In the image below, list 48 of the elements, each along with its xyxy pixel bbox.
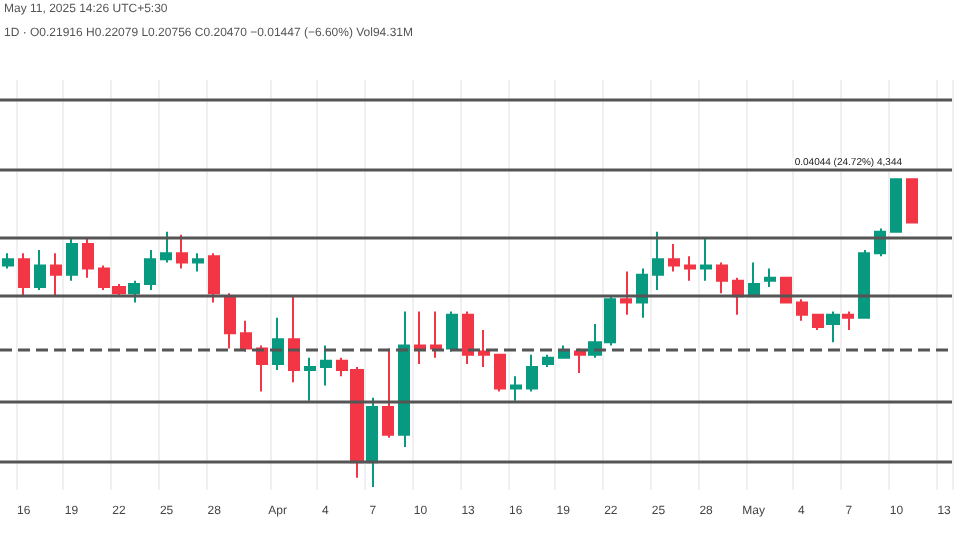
- candlestick: [366, 396, 378, 488]
- candlestick: [50, 252, 62, 298]
- candlestick: [510, 375, 522, 402]
- candlestick: [446, 310, 458, 353]
- candlestick: [414, 310, 426, 365]
- candlestick: [34, 249, 46, 292]
- candlestick: [906, 178, 918, 224]
- candlestick: [620, 270, 632, 316]
- candlestick: [542, 353, 554, 368]
- candlestick: [192, 252, 204, 273]
- candlestick: [208, 252, 220, 304]
- candlestick: [716, 261, 728, 295]
- candlestick: [398, 310, 410, 448]
- candlestick: [732, 276, 744, 316]
- candlestick: [636, 267, 648, 319]
- candlestick: [256, 344, 268, 393]
- candlestick: [128, 279, 140, 304]
- candlestick: [430, 310, 442, 359]
- candlestick: [160, 230, 172, 264]
- candlestick: [272, 316, 284, 372]
- candlestick: [826, 310, 840, 344]
- candlestick: [684, 255, 696, 282]
- candlestick: [700, 236, 712, 282]
- candlestick: [2, 252, 14, 270]
- candlestick: [748, 261, 760, 298]
- candlestick: [320, 344, 332, 387]
- candlestick: [144, 249, 156, 292]
- candlestick: [18, 252, 30, 298]
- candlestick: [304, 356, 316, 402]
- candlestick: [494, 353, 506, 393]
- candlestick: [240, 319, 252, 353]
- candlestick: [812, 313, 824, 332]
- candlestick: [82, 236, 94, 279]
- candlestick: [526, 353, 538, 393]
- candlestick: [796, 298, 808, 322]
- candlestick: [858, 249, 870, 319]
- candlestick: [176, 233, 188, 270]
- candlestick: [890, 178, 902, 233]
- candlestick: [382, 347, 394, 439]
- candlestick: [478, 329, 490, 368]
- candlestick: [842, 310, 854, 332]
- candlestick: [462, 310, 474, 365]
- candlestick: [66, 236, 78, 282]
- candlestick: [668, 242, 680, 273]
- candlestick: [764, 267, 776, 288]
- candlestick: [574, 347, 586, 375]
- candlestick: [652, 230, 664, 292]
- candlestick: [288, 295, 300, 384]
